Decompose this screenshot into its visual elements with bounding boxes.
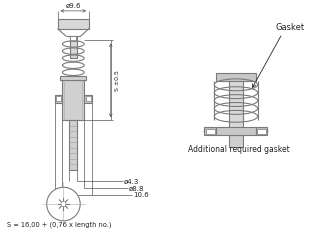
Bar	[61, 76, 86, 80]
Text: Additional required gasket: Additional required gasket	[188, 145, 290, 154]
Bar	[256, 127, 267, 135]
Bar	[70, 36, 76, 41]
Bar	[229, 135, 243, 147]
Circle shape	[47, 187, 80, 221]
Bar	[257, 129, 266, 133]
Bar	[58, 19, 89, 29]
Bar	[216, 127, 256, 135]
Circle shape	[61, 202, 66, 207]
Text: ø4.3: ø4.3	[123, 178, 139, 184]
Bar	[56, 96, 61, 101]
Bar	[54, 95, 63, 102]
Bar	[204, 127, 216, 135]
Text: ø9.6: ø9.6	[65, 3, 81, 9]
Bar	[216, 73, 256, 81]
Text: Gasket: Gasket	[276, 23, 305, 31]
Bar	[229, 76, 243, 135]
Text: S ±0.5: S ±0.5	[115, 70, 120, 91]
Bar	[86, 96, 90, 101]
Bar	[206, 129, 215, 133]
Text: S = 16,00 + (0,76 x length no.): S = 16,00 + (0,76 x length no.)	[7, 221, 112, 228]
Text: ø8.8: ø8.8	[129, 185, 144, 191]
Bar	[70, 36, 77, 58]
Bar	[84, 95, 92, 102]
Bar	[69, 120, 77, 169]
Text: 10.6: 10.6	[133, 192, 149, 198]
Bar	[63, 80, 84, 120]
